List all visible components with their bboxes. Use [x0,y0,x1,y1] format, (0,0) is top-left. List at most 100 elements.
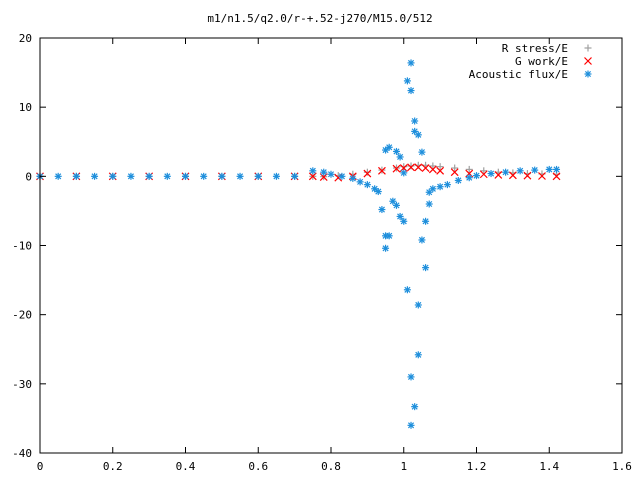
data-point [465,165,473,173]
data-point [407,163,415,172]
data-point [451,164,459,172]
data-point [407,59,415,67]
data-point [54,172,62,180]
data-point [363,169,372,178]
x-tick-label: 1.4 [539,460,559,473]
data-point [436,183,444,191]
data-point [382,146,390,154]
data-point [473,172,480,180]
data-point [182,172,189,180]
chart-title: m1/n1.5/q2.0/r-+.52-j270/M15.0/512 [207,12,432,25]
data-point [389,197,397,205]
plot-area [36,59,561,429]
data-point [363,168,371,176]
data-point [291,172,299,180]
legend-label: R stress/E [502,42,568,55]
data-point [436,163,444,171]
x-tick-label: 0 [37,460,44,473]
y-tick-label: 0 [25,170,32,183]
data-point [363,181,371,189]
data-point [411,127,419,135]
data-point [553,165,561,173]
data-point [421,164,430,172]
data-point [127,172,135,180]
data-point [272,172,280,180]
data-point [407,373,415,381]
data-point [422,217,430,225]
y-tick-label: 20 [19,32,32,45]
data-point [407,162,415,170]
legend-label: G work/E [515,55,568,68]
data-point [356,178,364,186]
data-point [72,172,80,180]
legend-marker [584,44,592,52]
x-tick-label: 1.2 [467,460,487,473]
data-point [414,301,422,309]
data-point [425,200,433,208]
y-tick-label: -20 [12,309,32,322]
data-point [309,167,317,175]
data-point [218,172,226,180]
data-point [308,172,317,181]
data-point [109,172,117,180]
data-point [378,206,386,214]
data-point [385,143,393,151]
data-point [349,174,357,182]
data-point [418,148,426,156]
data-point [422,264,430,272]
data-point [200,172,208,180]
data-point [254,172,262,180]
data-point [145,172,153,180]
data-point [465,174,473,182]
data-point [508,171,517,180]
y-tick-label: -10 [12,240,32,253]
x-tick-label: 0.4 [176,460,196,473]
data-point [392,147,400,155]
data-point [392,164,401,173]
data-point [403,286,411,294]
x-tick-label: 0.6 [248,460,268,473]
data-point [414,131,422,139]
legend-marker [584,57,592,65]
plot-frame [39,37,623,454]
data-point [418,236,426,244]
data-point [400,169,408,177]
data-point [338,172,346,180]
data-point [487,170,495,178]
legend-label: Acoustic flux/E [469,68,568,81]
data-point [531,166,539,174]
data-point [163,172,171,180]
y-tick-label: -30 [12,378,32,391]
axis-ticks: 0 0.2 0.4 0.6 0.8 1 1.2 1.4 1.6 20 10 0 -10 -20 -30 -40 [12,32,632,473]
data-point [552,172,561,181]
data-point [450,168,459,177]
data-point [428,165,437,174]
y-tick-label: 10 [19,101,32,114]
data-point [403,77,411,85]
data-point [454,176,462,184]
data-point [538,172,546,180]
data-point [385,232,393,240]
data-point [414,351,422,359]
data-point [407,421,415,429]
data-point [414,163,423,172]
data-point [396,212,404,220]
data-point [327,170,335,178]
data-point [436,166,445,175]
data-point [429,162,437,170]
data-point [443,181,451,189]
data-point [378,166,386,175]
data-point [382,244,390,252]
data-point [480,167,488,175]
legend-marker [584,70,592,78]
data-point [411,117,419,125]
data-point [523,171,532,180]
data-point [396,153,404,161]
x-tick-label: 1 [400,460,407,473]
x-tick-label: 1.6 [612,460,632,473]
data-point [411,403,419,411]
data-point [545,165,553,173]
data-point [320,168,328,176]
